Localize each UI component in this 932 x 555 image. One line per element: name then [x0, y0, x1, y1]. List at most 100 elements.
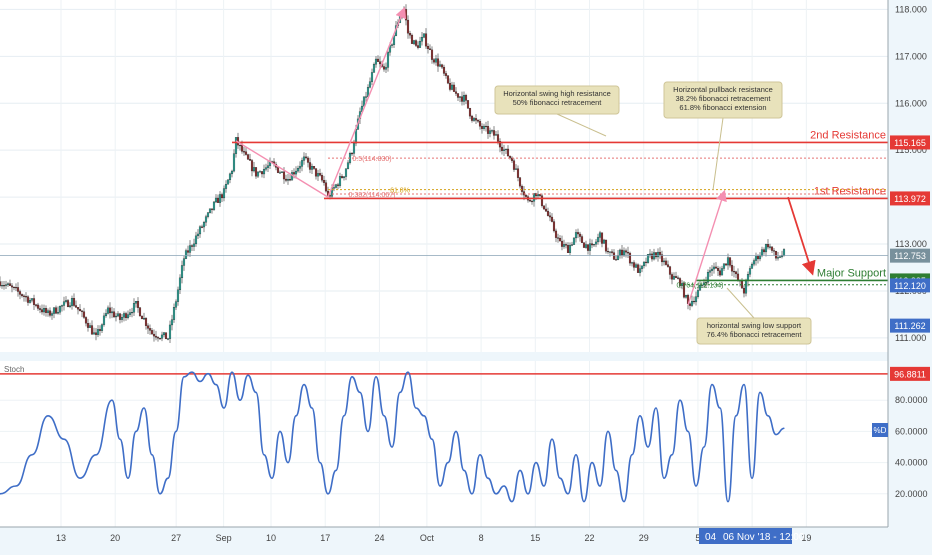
candle-body	[646, 254, 650, 263]
candle-body	[4, 284, 8, 286]
candle-body	[206, 212, 210, 217]
candle-body	[690, 300, 694, 306]
candle-body	[340, 176, 344, 179]
candle-body	[282, 171, 286, 180]
annotation-text: Horizontal swing high resistance	[503, 89, 611, 98]
candle-body	[748, 268, 752, 275]
stoch-point	[783, 427, 785, 429]
candle-body	[592, 244, 596, 246]
candle-body	[148, 328, 152, 331]
candle-body	[446, 75, 450, 84]
candle-body	[656, 251, 660, 258]
stoch-point	[631, 454, 633, 456]
candle-body	[22, 295, 26, 297]
candle-body	[678, 278, 682, 286]
candle-body	[406, 19, 410, 34]
annotation-pointer	[556, 113, 607, 137]
candle-body	[416, 45, 420, 48]
candle-body	[224, 184, 228, 189]
candle-body	[62, 301, 66, 306]
level-label: 2nd Resistance	[810, 129, 886, 141]
stoch-point	[415, 407, 417, 409]
annotation-text: 38.2% fibonacci retracement	[675, 94, 771, 103]
candle-body	[550, 216, 554, 222]
stoch-point	[47, 415, 49, 417]
candle-body	[528, 199, 532, 202]
price-tick-label: 113.000	[895, 239, 927, 249]
candle-body	[262, 169, 266, 175]
candle-body	[410, 34, 414, 44]
stoch-indicator-label: Stoch	[4, 365, 24, 374]
candle-body	[492, 130, 496, 136]
candle-body	[338, 176, 342, 186]
candle-body	[92, 332, 96, 335]
candle-body	[502, 149, 506, 151]
stoch-point	[151, 454, 153, 456]
candle-body	[156, 337, 160, 339]
candle-body	[608, 251, 612, 253]
candle-body	[438, 64, 442, 67]
candle-body	[44, 308, 48, 313]
time-tick-label: Oct	[420, 533, 435, 543]
candle-body	[708, 270, 712, 273]
candlestick-series	[0, 4, 786, 343]
candle-body	[84, 317, 88, 324]
candle-body	[208, 208, 212, 213]
candle-body	[514, 168, 518, 170]
date-badge: 06 Nov '18 - 12:00	[720, 528, 805, 544]
candle-body	[350, 153, 354, 155]
stoch-tick-label: 40.0000	[895, 458, 928, 468]
stoch-point	[183, 376, 185, 378]
candle-body	[98, 329, 102, 331]
price-tick-label: 118.000	[895, 4, 927, 14]
candle-body	[482, 125, 486, 129]
price-tag-bg	[890, 318, 930, 333]
candle-body	[184, 250, 188, 259]
stoch-point	[751, 477, 753, 479]
candle-body	[722, 263, 726, 269]
stoch-point	[335, 469, 337, 471]
stoch-point	[495, 493, 497, 495]
candle-body	[664, 260, 668, 265]
candle-body	[530, 200, 534, 203]
candle-body	[544, 208, 548, 212]
candle-body	[218, 194, 222, 203]
candle-body	[564, 244, 568, 246]
candle-body	[152, 333, 156, 337]
candle-body	[696, 290, 700, 297]
swing-arrow	[235, 140, 329, 198]
candle-body	[100, 324, 104, 331]
candle-body	[306, 157, 310, 163]
stoch-level-tag-text: 96.8811	[894, 369, 926, 379]
candle-body	[212, 201, 216, 210]
candle-body	[728, 257, 732, 266]
candle-body	[772, 250, 776, 252]
candle-body	[180, 265, 184, 279]
candle-body	[32, 298, 36, 305]
time-tick-label: 15	[530, 533, 540, 543]
time-tick-label: 27	[171, 533, 181, 543]
annotation-text: 61.8% fibonacci extension	[679, 103, 766, 112]
candle-body	[688, 303, 692, 306]
candle-body	[258, 171, 262, 173]
candle-body	[668, 266, 672, 275]
candle-body	[226, 179, 230, 185]
candle-body	[342, 176, 346, 179]
candle-body	[200, 226, 204, 228]
candle-body	[560, 240, 564, 247]
candle-body	[584, 244, 588, 248]
candle-body	[614, 259, 618, 261]
candle-body	[610, 251, 614, 253]
candle-body	[618, 249, 622, 256]
candle-body	[634, 264, 638, 268]
date-badge-text: 06 Nov '18 - 12:00	[723, 532, 805, 543]
candle-body	[462, 95, 466, 102]
projection-arrow	[787, 196, 816, 276]
candle-body	[676, 277, 680, 279]
candle-body	[56, 312, 60, 314]
stoch-point	[407, 371, 409, 373]
candle-body	[130, 312, 134, 314]
